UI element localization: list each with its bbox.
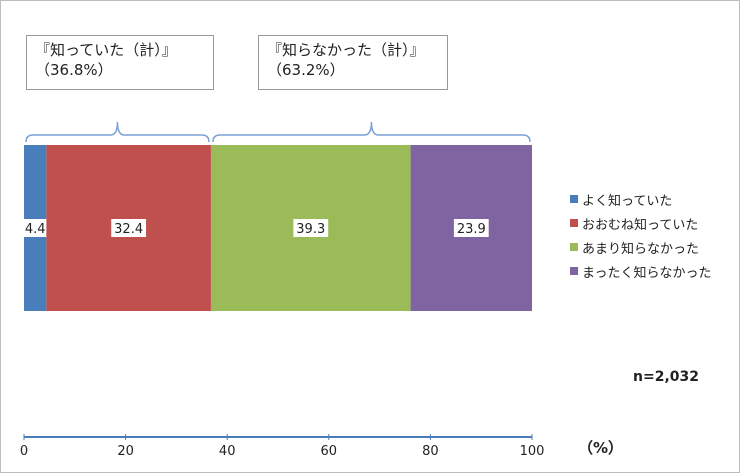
data-label-2: 39.3 bbox=[296, 222, 325, 237]
legend-label: おおむね知っていた bbox=[582, 217, 699, 233]
legend-swatch bbox=[570, 219, 578, 227]
data-label-box-2 bbox=[293, 219, 329, 237]
unknown-total-callout: 『知らなかった（計）』 （63.2%） bbox=[258, 35, 448, 90]
x-tick-label-4: 80 bbox=[422, 444, 439, 459]
legend-label: よく知っていた bbox=[582, 193, 673, 209]
legend-swatch bbox=[570, 267, 578, 275]
unknown-total-percent: （63.2%） bbox=[267, 61, 345, 79]
group-bracket-0 bbox=[25, 121, 210, 143]
legend-swatch bbox=[570, 195, 578, 203]
legend: よく知っていた おおむね知っていた あまり知らなかった まったく知らなかった bbox=[570, 187, 711, 283]
data-label-0: 4.4 bbox=[25, 222, 46, 237]
legend-item-well-known: よく知っていた bbox=[570, 187, 711, 211]
data-label-box-1 bbox=[111, 219, 147, 237]
sample-size-label: n=2,032 bbox=[633, 369, 699, 385]
data-label-box-3 bbox=[453, 219, 489, 237]
x-tick-label-3: 60 bbox=[321, 444, 338, 459]
unknown-total-title: 『知らなかった（計）』 bbox=[267, 41, 425, 59]
known-total-callout: 『知っていた（計）』 （36.8%） bbox=[26, 35, 214, 90]
known-total-percent: （36.8%） bbox=[35, 61, 113, 79]
x-tick-label-1: 20 bbox=[117, 444, 134, 459]
legend-label: あまり知らなかった bbox=[582, 241, 700, 257]
group-bracket-1 bbox=[212, 121, 531, 143]
x-tick-label-0: 0 bbox=[20, 444, 28, 459]
legend-item-not-known: まったく知らなかった bbox=[570, 259, 711, 283]
data-label-3: 23.9 bbox=[457, 222, 486, 237]
legend-label: まったく知らなかった bbox=[582, 265, 712, 281]
x-tick-label-2: 40 bbox=[219, 444, 236, 459]
x-tick-label-5: 100 bbox=[520, 444, 545, 459]
legend-swatch bbox=[570, 243, 578, 251]
axis-unit-label: （%） bbox=[578, 439, 624, 457]
data-label-box-0 bbox=[21, 219, 49, 237]
legend-item-mostly-known: おおむね知っていた bbox=[570, 211, 711, 235]
data-label-1: 32.4 bbox=[114, 222, 143, 237]
known-total-title: 『知っていた（計）』 bbox=[35, 41, 177, 59]
legend-item-mostly-unknown: あまり知らなかった bbox=[570, 235, 711, 259]
